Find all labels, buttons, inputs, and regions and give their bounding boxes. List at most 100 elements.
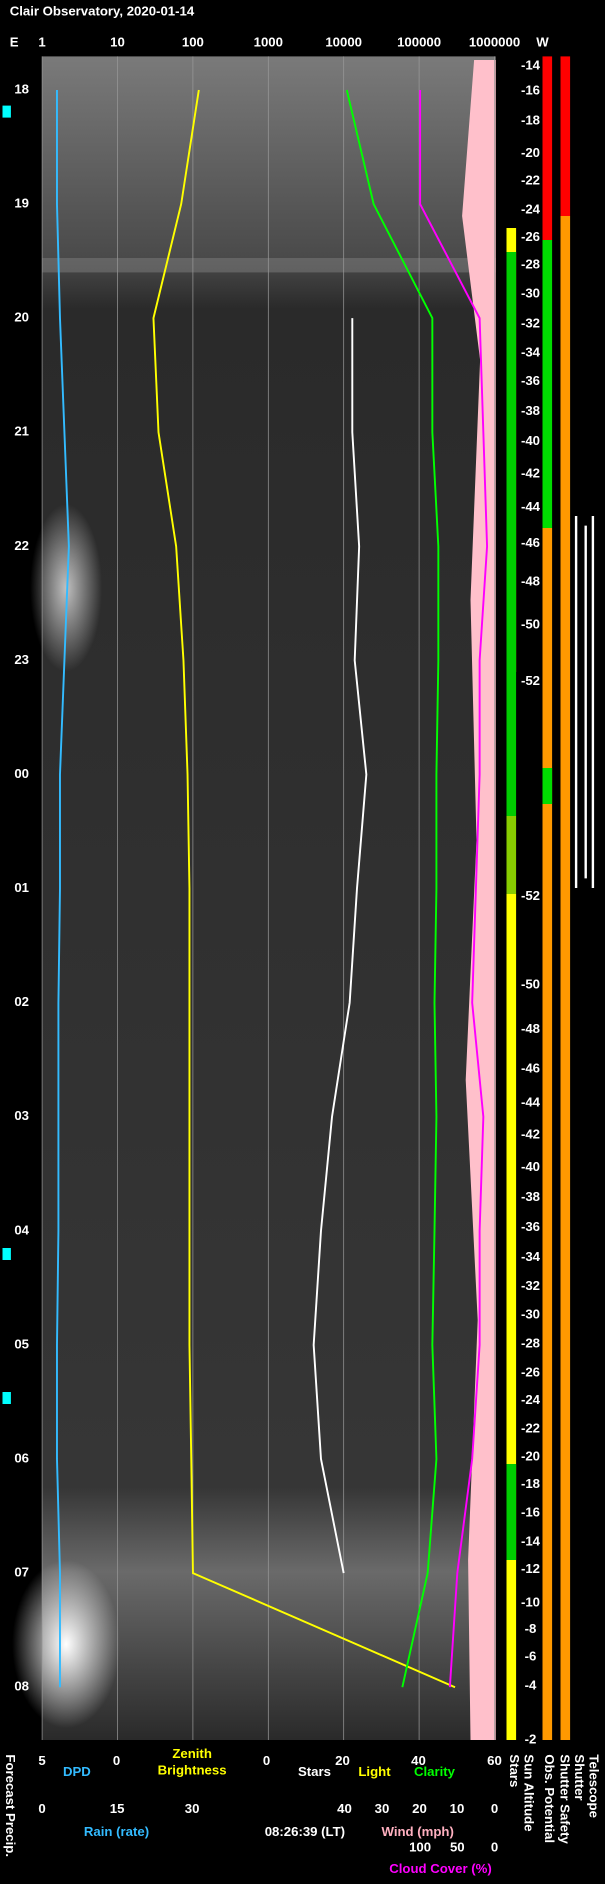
x-tick-label: 10000: [325, 35, 362, 50]
bottom-tick-label: 40: [411, 1753, 426, 1768]
sun-altitude-label: -22: [521, 173, 540, 188]
sun-altitude-label: -46: [521, 535, 540, 550]
sun-altitude-label: -8: [525, 1621, 537, 1636]
column-label: Shutter: [572, 1754, 587, 1800]
sun-altitude-label: -40: [521, 433, 540, 448]
sun-altitude-label: -44: [521, 1094, 541, 1109]
bottom-tick-label: 0: [491, 1839, 498, 1854]
series-line: [312, 318, 368, 1574]
time-label: 08: [14, 1679, 29, 1694]
wind-label: Wind (mph): [382, 1824, 454, 1839]
sun-altitude-label: -42: [521, 465, 540, 480]
title: Clair Observatory, 2020-01-14: [10, 3, 195, 18]
zenith-label: Zenith: [172, 1746, 212, 1761]
west-label: W: [536, 35, 549, 50]
zenith-label: Brightness: [158, 1763, 227, 1778]
sun-altitude-label: -22: [521, 1421, 540, 1436]
column-label: Obs. Potential: [542, 1754, 557, 1843]
x-tick-label: 1: [38, 35, 45, 50]
forecast-label: Forecast Precip.: [3, 1754, 18, 1857]
clarity-label: Clarity: [414, 1764, 456, 1779]
bottom-tick-label: 30: [375, 1801, 390, 1816]
sun-altitude-label: -50: [521, 617, 540, 632]
sun-altitude-label: -10: [521, 1595, 540, 1610]
sun-altitude-label: -44: [521, 499, 541, 514]
bottom-tick-label: 60: [487, 1753, 502, 1768]
series-line: [419, 90, 489, 1688]
status-bar: [542, 528, 553, 1740]
sun-altitude-label: -24: [521, 1392, 541, 1407]
column-label: Stars: [507, 1754, 522, 1787]
sun-altitude-label: -40: [521, 1159, 540, 1174]
sun-altitude-label: -14: [521, 57, 541, 72]
sun-altitude-label: -36: [521, 1219, 540, 1234]
time-label: 05: [14, 1336, 29, 1351]
light-label: Light: [358, 1764, 391, 1779]
x-tick-label: 1000000: [469, 35, 520, 50]
x-tick-label: 1000: [254, 35, 283, 50]
glow: [30, 504, 103, 672]
bottom-tick-label: 100: [409, 1839, 431, 1854]
series-line: [56, 90, 70, 1688]
status-bar: [542, 56, 553, 241]
sun-altitude-label: -38: [521, 1189, 540, 1204]
sun-altitude-label: -48: [521, 573, 540, 588]
sun-altitude-label: -26: [521, 1364, 540, 1379]
dpd-label: DPD: [63, 1764, 91, 1779]
sun-altitude-label: -38: [521, 403, 540, 418]
column-label: Telescope: [586, 1754, 601, 1818]
precip-mark: [2, 1248, 11, 1260]
sun-altitude-label: -18: [521, 1476, 540, 1491]
sun-altitude-label: -28: [521, 257, 540, 272]
sun-altitude-label: -42: [521, 1127, 540, 1142]
time-label: 01: [14, 880, 29, 895]
x-tick-label: 10: [110, 35, 125, 50]
sun-altitude-label: -24: [521, 201, 541, 216]
bottom-tick-label: 0: [38, 1801, 45, 1816]
precip-mark: [2, 105, 11, 118]
series-line: [152, 89, 456, 1689]
glow: [12, 1560, 121, 1728]
bottom-tick-label: 40: [337, 1801, 352, 1816]
sun-altitude-label: -20: [521, 145, 540, 160]
sun-altitude-label: -12: [521, 1561, 540, 1576]
status-bar: [506, 816, 517, 894]
time-label: 23: [14, 652, 29, 667]
stars-label: Stars: [298, 1764, 331, 1779]
east-label: E: [10, 35, 19, 50]
time-label: 00: [14, 766, 29, 781]
time-label: 20: [14, 310, 29, 325]
sun-altitude-label: -14: [521, 1533, 541, 1548]
sun-altitude-label: -46: [521, 1061, 540, 1076]
bottom-tick-label: 50: [450, 1839, 465, 1854]
sun-altitude-label: -50: [521, 977, 540, 992]
sun-altitude-label: -6: [525, 1649, 537, 1664]
sun-altitude-label: -36: [521, 373, 540, 388]
precip-mark: [2, 1392, 11, 1404]
time-label: 21: [14, 424, 29, 439]
sun-altitude-label: -4: [525, 1677, 537, 1692]
x-tick-label: 100: [182, 35, 204, 50]
bottom-tick-label: 0: [491, 1801, 498, 1816]
status-bar: [506, 894, 517, 1740]
time-label: 06: [14, 1450, 29, 1465]
sun-altitude-label: -52: [521, 888, 540, 903]
status-bar: [560, 56, 571, 217]
cloud-label: Cloud Cover (%): [389, 1861, 492, 1876]
sun-altitude-label: -48: [521, 1021, 540, 1036]
sun-altitude-label: -52: [521, 673, 540, 688]
status-bar: [560, 216, 571, 1740]
status-bar: [506, 252, 517, 816]
x-tick-label: 100000: [397, 35, 441, 50]
bottom-tick-label: 10: [450, 1801, 465, 1816]
rain-label: Rain (rate): [84, 1824, 149, 1839]
status-bar: [542, 240, 553, 528]
bottom-tick-label: 0: [263, 1753, 270, 1768]
sun-altitude-label: -16: [521, 1505, 540, 1520]
bottom-tick-label: 20: [335, 1753, 350, 1768]
timestamp: 08:26:39 (LT): [265, 1824, 345, 1839]
bottom-tick-label: 30: [185, 1801, 200, 1816]
sun-altitude-label: -30: [521, 1307, 540, 1322]
sun-altitude-label: -30: [521, 285, 540, 300]
